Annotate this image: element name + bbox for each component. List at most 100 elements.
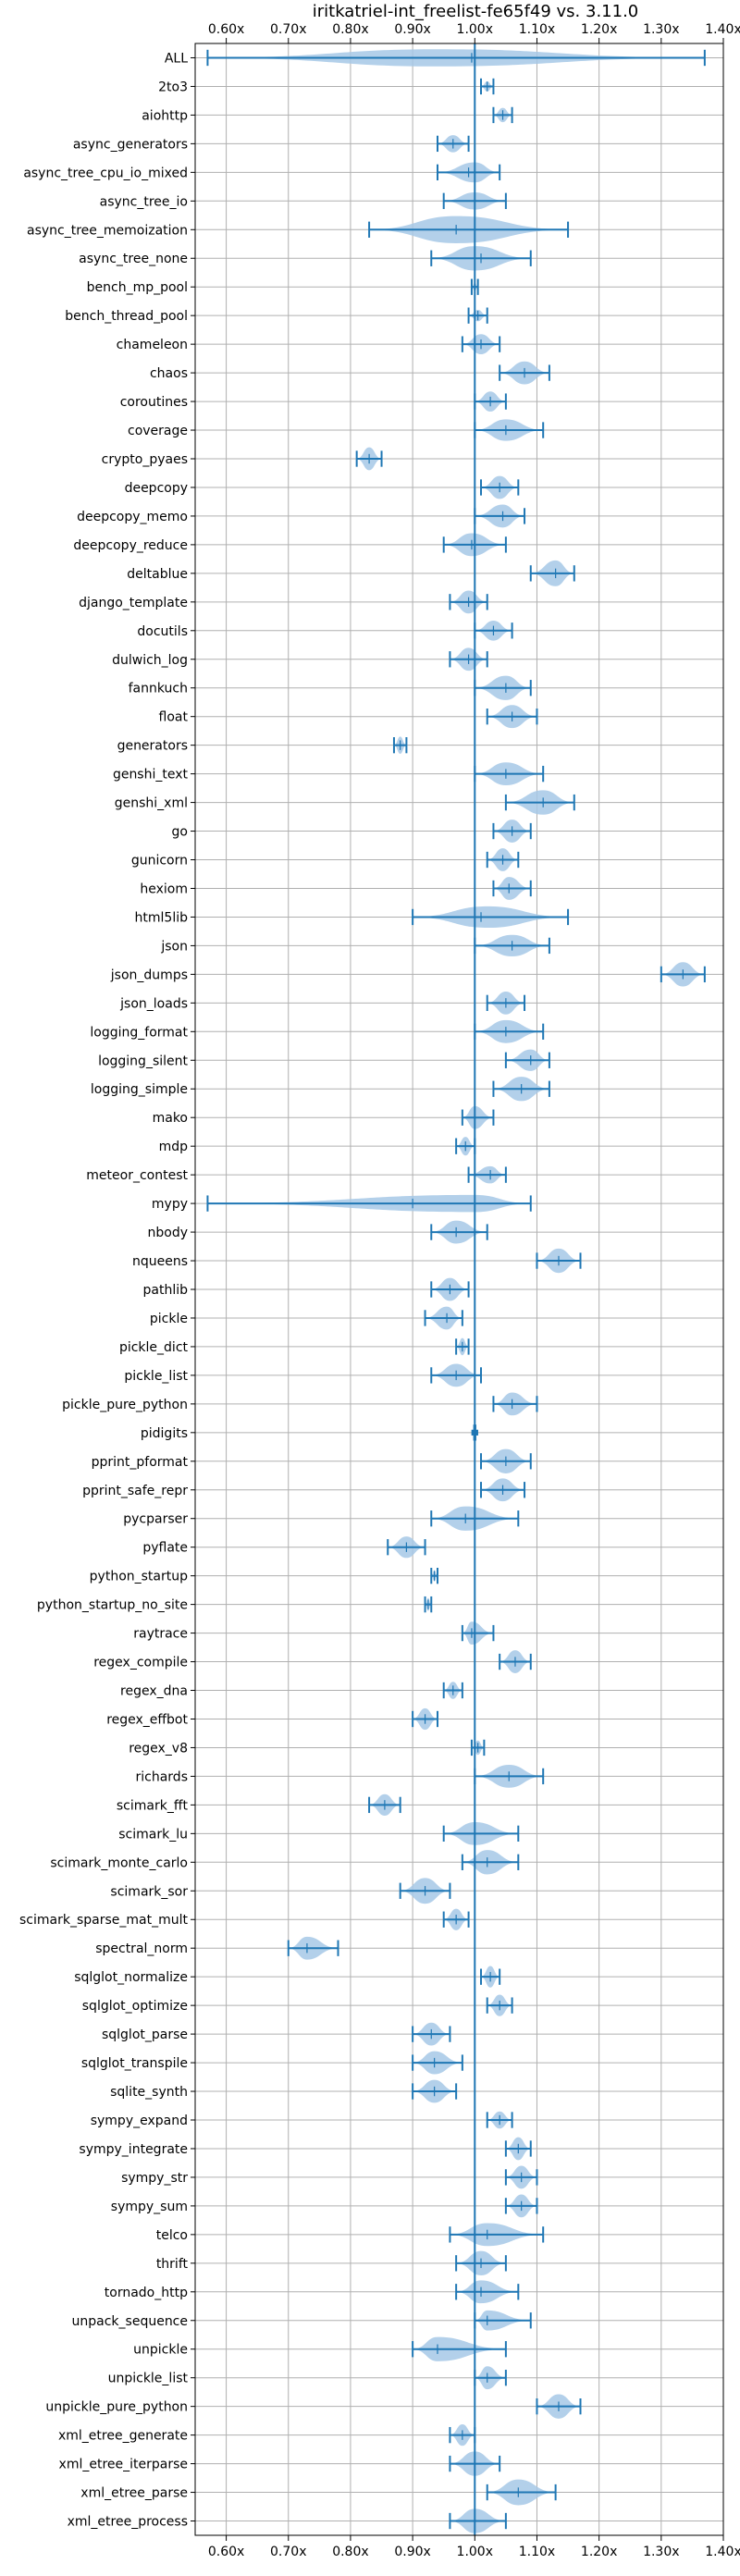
category-label: docutils (137, 624, 188, 639)
category-label: sympy_str (121, 2171, 188, 2186)
category-label: chameleon (117, 338, 188, 352)
x-tick-label-bottom: 0.80x (332, 2545, 368, 2559)
category-label: sympy_integrate (79, 2142, 188, 2157)
category-label: coroutines (120, 395, 188, 410)
category-label: sqlglot_optimize (82, 1999, 188, 2014)
x-tick-label-top: 0.70x (270, 22, 306, 37)
category-label: telco (156, 2228, 188, 2243)
category-label: json_dumps (110, 968, 188, 982)
category-labels: ALL 2to3 aiohttp async_generators async_tree… (19, 51, 188, 2529)
category-label: gunicorn (131, 854, 188, 869)
category-label: generators (117, 739, 188, 754)
x-tick-label-bottom: 0.90x (394, 2545, 430, 2559)
category-label: crypto_pyaes (102, 452, 188, 467)
x-tick-label-bottom: 0.60x (208, 2545, 244, 2559)
category-label: xml_etree_iterparse (59, 2458, 188, 2472)
category-label: chaos (150, 366, 188, 381)
category-label: regex_compile (93, 1656, 188, 1670)
category-label: pyflate (142, 1541, 188, 1556)
category-label: unpickle_pure_python (45, 2400, 188, 2415)
category-label: regex_v8 (129, 1741, 188, 1756)
category-label: coverage (128, 424, 188, 438)
x-tick-label-bottom: 1.40x (705, 2545, 740, 2559)
category-label: genshi_text (113, 768, 189, 783)
category-label: unpickle_list (108, 2372, 189, 2386)
category-label: sqlglot_transpile (81, 2056, 188, 2071)
category-label: hexiom (140, 881, 188, 896)
category-label: unpickle (133, 2343, 188, 2358)
category-label: scimark_sparse_mat_mult (19, 1913, 188, 1928)
category-label: scimark_fft (117, 1798, 189, 1813)
category-label: json (160, 939, 188, 954)
category-label: sqlite_synth (110, 2085, 188, 2100)
category-label: fannkuch (129, 682, 188, 696)
category-label: regex_dna (120, 1684, 188, 1699)
category-label: python_startup (90, 1570, 188, 1584)
category-label: dulwich_log (112, 653, 188, 668)
category-label: deepcopy (125, 481, 188, 496)
category-label: tornado_http (105, 2286, 188, 2300)
category-label: scimark_lu (118, 1827, 188, 1842)
category-label: async_tree_memoization (27, 223, 188, 238)
category-label: sympy_sum (111, 2200, 188, 2214)
category-label: float (159, 710, 189, 725)
x-tick-label-top: 1.10x (519, 22, 555, 37)
category-label: pickle (150, 1312, 188, 1326)
chart-title: iritkatriel-int_freelist-fe65f49 vs. 3.1… (313, 2, 639, 21)
x-tick-label-bottom: 1.30x (643, 2545, 679, 2559)
x-tick-label-top: 1.00x (457, 22, 493, 37)
category-label: go (172, 825, 188, 840)
category-label: pickle_dict (119, 1340, 189, 1355)
category-label: pycparser (123, 1512, 188, 1527)
x-tick-label-top: 1.30x (643, 22, 679, 37)
violins (206, 49, 706, 2533)
category-label: nbody (148, 1226, 189, 1240)
category-label: thrift (156, 2257, 189, 2272)
category-label: logging_silent (98, 1054, 188, 1068)
category-label: json_loads (119, 996, 188, 1011)
category-label: pprint_pformat (92, 1455, 189, 1470)
category-label: sqlglot_parse (102, 2028, 188, 2042)
x-tick-label-bottom: 1.10x (519, 2545, 555, 2559)
x-tick-label-top: 1.20x (581, 22, 617, 37)
category-label: async_generators (73, 137, 188, 152)
category-label: meteor_contest (86, 1168, 188, 1183)
x-tick-label-bottom: 0.70x (270, 2545, 306, 2559)
x-tick-label-top: 0.60x (208, 22, 244, 37)
category-label: ALL (165, 51, 188, 66)
category-label: xml_etree_generate (58, 2429, 188, 2444)
category-label: bench_mp_pool (87, 280, 188, 295)
category-label: deepcopy_reduce (73, 538, 188, 553)
category-label: pidigits (141, 1426, 188, 1441)
category-label: spectral_norm (95, 1941, 188, 1956)
category-label: python_startup_no_site (37, 1598, 188, 1613)
category-label: deepcopy_memo (77, 510, 188, 524)
x-tick-label-top: 0.90x (394, 22, 430, 37)
category-label: sqlglot_normalize (74, 1970, 188, 1985)
category-label: sympy_expand (91, 2114, 188, 2128)
category-label: xml_etree_process (68, 2515, 188, 2530)
axes: 0.60x 0.60x 0.70x 0.70x 0.80x 0.80x 0.90x 0.90x… (191, 22, 740, 2559)
category-label: scimark_monte_carlo (50, 1855, 188, 1870)
category-label: mdp (159, 1140, 189, 1154)
category-label: richards (136, 1769, 189, 1784)
category-label: unpack_sequence (72, 2314, 188, 2329)
category-label: 2to3 (158, 80, 188, 94)
category-label: raytrace (133, 1627, 188, 1642)
category-label: scimark_sor (110, 1884, 188, 1899)
category-label: async_tree_io (100, 194, 188, 209)
category-label: nqueens (132, 1254, 188, 1269)
category-label: genshi_xml (115, 796, 188, 811)
category-label: mypy (152, 1197, 188, 1212)
x-tick-label-top: 1.40x (705, 22, 740, 37)
category-label: logging_format (90, 1025, 188, 1040)
x-tick-label-top: 0.80x (332, 22, 368, 37)
category-label: xml_etree_parse (80, 2486, 188, 2501)
category-label: deltablue (127, 567, 188, 582)
category-label: pickle_pure_python (62, 1398, 188, 1412)
category-label: django_template (79, 596, 188, 610)
category-label: html5lib (135, 910, 189, 925)
category-label: logging_simple (91, 1082, 188, 1097)
